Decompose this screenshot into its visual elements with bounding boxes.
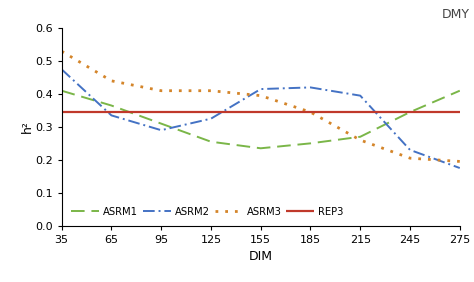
ASRM3 <box>208 89 214 92</box>
Y-axis label: h²: h² <box>20 120 34 133</box>
Text: DMY: DMY <box>441 8 469 21</box>
ASRM1 <box>208 140 214 143</box>
Legend: ASRM1, ASRM2, ASRM3, REP3: ASRM1, ASRM2, ASRM3, REP3 <box>67 202 348 221</box>
Line: ASRM2: ASRM2 <box>62 69 460 168</box>
ASRM3 <box>258 94 264 97</box>
ASRM2 <box>109 114 114 117</box>
ASRM3 <box>357 138 363 142</box>
ASRM2 <box>407 148 413 152</box>
ASRM3 <box>109 79 114 83</box>
ASRM1 <box>357 135 363 138</box>
ASRM2 <box>59 68 64 71</box>
ASRM2 <box>208 117 214 120</box>
ASRM1 <box>308 142 313 145</box>
ASRM3 <box>407 157 413 160</box>
ASRM2 <box>158 129 164 132</box>
ASRM2 <box>308 86 313 89</box>
X-axis label: DIM: DIM <box>249 250 273 263</box>
ASRM2 <box>457 166 463 170</box>
ASRM1 <box>109 104 114 107</box>
Line: ASRM3: ASRM3 <box>62 51 460 161</box>
Line: ASRM1: ASRM1 <box>62 91 460 148</box>
ASRM3 <box>158 89 164 92</box>
ASRM3 <box>308 110 313 114</box>
ASRM2 <box>258 87 264 91</box>
ASRM1 <box>407 110 413 114</box>
ASRM2 <box>357 94 363 97</box>
ASRM3 <box>59 50 64 53</box>
ASRM1 <box>457 89 463 92</box>
ASRM1 <box>258 147 264 150</box>
ASRM3 <box>457 160 463 163</box>
ASRM1 <box>59 89 64 92</box>
ASRM1 <box>158 122 164 125</box>
